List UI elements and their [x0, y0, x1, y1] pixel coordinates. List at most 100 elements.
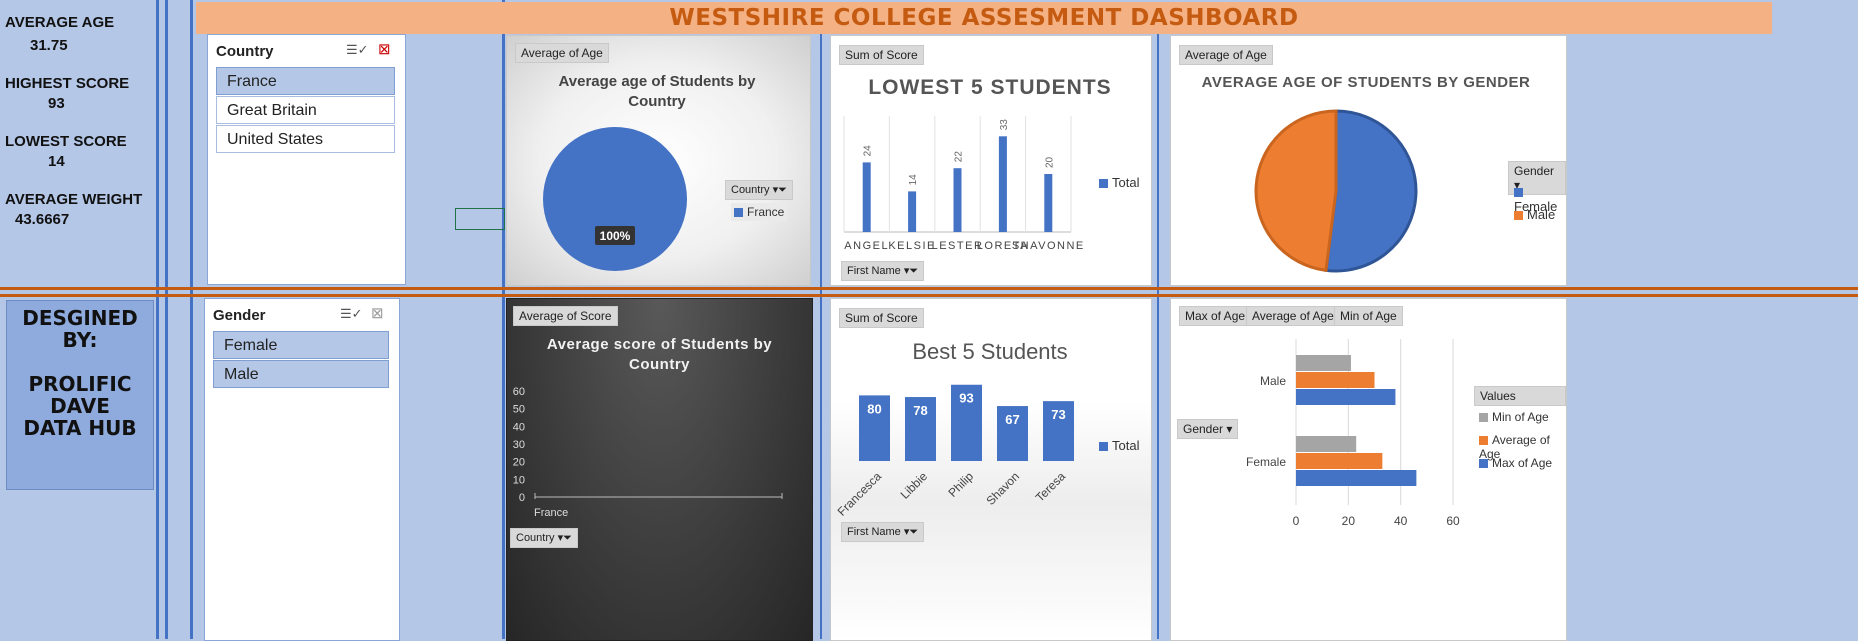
- pie-slice-female: [1324, 109, 1418, 273]
- x-tick-label: 40: [1394, 514, 1408, 528]
- legend-swatch: [1514, 211, 1523, 221]
- y-tick-label: Female: [1246, 455, 1286, 469]
- multi-select-icon[interactable]: ☰✓: [340, 306, 363, 321]
- filter-icon[interactable]: ▾⏷: [903, 526, 919, 538]
- title-banner: WESTSHIRE COLLEGE ASSESMENT DASHBOARD: [196, 2, 1772, 34]
- bar-kelsie: [908, 191, 917, 232]
- y-tick-label: 60: [513, 386, 525, 398]
- country-slicer[interactable]: Country ☰✓ ⊠ France Great Britain United…: [207, 34, 406, 285]
- multi-select-icon[interactable]: ☰✓: [346, 42, 369, 57]
- pivot-field-tag[interactable]: Average of Age: [1246, 306, 1340, 326]
- clear-filter-icon[interactable]: ⊠: [378, 41, 391, 58]
- legend-swatch: [1099, 179, 1108, 189]
- gender-slicer[interactable]: Gender ☰✓ ⊠ Female Male: [204, 298, 400, 641]
- pie-plot: 100%: [543, 127, 687, 271]
- legend-swatch: [1514, 188, 1523, 198]
- pivot-field-tag[interactable]: Sum of Score: [839, 45, 924, 65]
- selected-cell[interactable]: [455, 208, 505, 230]
- slicer-item-male[interactable]: Male: [213, 360, 389, 388]
- axis-field-label: Gender: [1183, 422, 1224, 436]
- legend-title[interactable]: Values: [1474, 386, 1566, 406]
- designed-by-line: DATA HUB: [23, 416, 137, 440]
- designed-by-line: PROLIFIC: [28, 372, 132, 396]
- pivot-field-tag[interactable]: Min of Age: [1334, 306, 1403, 326]
- slicer-item-france[interactable]: France: [216, 67, 395, 95]
- legend-field-tag[interactable]: Country ▾⏷: [725, 180, 793, 200]
- data-label: 73: [1051, 407, 1065, 422]
- slicer-item-united-states[interactable]: United States: [216, 125, 395, 153]
- kpi-lowest-score-label: LOWEST SCORE: [5, 133, 127, 150]
- bar-max-of-age-male: [1296, 389, 1396, 405]
- y-tick-label: 10: [513, 474, 525, 486]
- legend-item: Max of Age: [1479, 456, 1552, 470]
- axis-field-tag[interactable]: Country ▾⏷: [510, 528, 578, 548]
- axis-field-tag[interactable]: First Name ▾⏷: [841, 522, 925, 542]
- filter-icon[interactable]: ▾⏷: [557, 532, 572, 544]
- y-tick-label: Male: [1260, 374, 1286, 388]
- chart-age-by-country[interactable]: Average of Age Average age of Students b…: [506, 35, 811, 286]
- legend-label: Male: [1527, 207, 1556, 222]
- clear-filter-icon[interactable]: ⊠: [371, 305, 384, 322]
- chart-best-5-students[interactable]: Sum of Score Best 5 Students 80 Francesca…: [830, 298, 1152, 641]
- slicer-item-great-britain[interactable]: Great Britain: [216, 96, 395, 124]
- chart-title: Best 5 Students: [912, 339, 1068, 364]
- pie-slice-france: [543, 127, 687, 271]
- data-label: 14: [908, 174, 919, 186]
- chart-score-by-country[interactable]: Average of Score Average score of Studen…: [506, 298, 813, 641]
- bar-angel: [862, 162, 871, 232]
- legend-label: Total: [1112, 438, 1140, 453]
- divider: [165, 0, 168, 639]
- filter-icon[interactable]: ▾⏷: [903, 265, 919, 277]
- legend-label: Total: [1112, 175, 1140, 190]
- pivot-field-tag[interactable]: Average of Age: [1179, 45, 1273, 65]
- divider: [502, 0, 505, 639]
- designed-by-spacer: [7, 351, 153, 373]
- divider: [190, 0, 193, 639]
- pivot-field-tag[interactable]: Sum of Score: [839, 308, 924, 328]
- legend-item: Min of Age: [1479, 410, 1549, 424]
- legend-item: Female: [1514, 184, 1566, 214]
- legend-label: Min of Age: [1492, 410, 1549, 424]
- data-label: 33: [999, 119, 1010, 131]
- legend-swatch: [734, 208, 743, 218]
- y-tick-label: 40: [513, 421, 525, 433]
- tick-label: Shavon: [983, 469, 1022, 508]
- data-label: 22: [954, 151, 965, 163]
- chevron-down-icon[interactable]: ▾: [1226, 422, 1233, 436]
- chart-lowest-5-students[interactable]: Sum of Score LOWEST 5 STUDENTS 24 ANGEL 14…: [830, 35, 1152, 286]
- legend-item: Average of Age: [1479, 433, 1566, 461]
- divider: [0, 287, 1858, 290]
- axis-field-tag[interactable]: Gender ▾: [1177, 419, 1239, 439]
- chevron-down-icon[interactable]: ▾: [1514, 178, 1521, 192]
- pivot-field-tag[interactable]: Average of Score: [513, 306, 618, 326]
- tick-label: Francesca: [835, 469, 885, 519]
- bar-francesca: [859, 395, 890, 461]
- kpi-highest-score-value: 93: [48, 95, 65, 112]
- axis-field-tag[interactable]: First Name ▾⏷: [841, 261, 925, 281]
- data-label-box: [595, 226, 635, 245]
- data-label: 78: [913, 403, 927, 418]
- bar-teresa: [1043, 401, 1074, 461]
- designed-by-line: DESGINED: [22, 306, 138, 330]
- filter-icon[interactable]: ▾⏷: [772, 184, 787, 196]
- chart-age-by-gender[interactable]: Average of Age AVERAGE AGE OF STUDENTS B…: [1170, 35, 1567, 286]
- x-tick-label: 0: [1293, 514, 1300, 528]
- chart-age-stats-by-gender[interactable]: Max of Age Average of Age Min of Age 0 20…: [1170, 298, 1567, 641]
- kpi-average-weight-value: 43.6667: [15, 211, 70, 228]
- tick-label: Libbie: [898, 469, 931, 502]
- legend-item: France: [731, 203, 788, 221]
- tick-label: LORETA: [977, 240, 1029, 252]
- axis-field-label: Country: [516, 532, 555, 544]
- data-label: 24: [863, 145, 874, 157]
- legend-label: Max of Age: [1492, 456, 1553, 470]
- pie-slice-male: [1254, 109, 1338, 273]
- pivot-field-tag[interactable]: Average of Age: [515, 43, 609, 63]
- kpi-highest-score-label: HIGHEST SCORE: [5, 75, 130, 92]
- bar-loreta: [998, 136, 1007, 232]
- legend-field-label: Gender: [1514, 164, 1555, 178]
- legend-label: Average of Age: [1479, 433, 1550, 461]
- designed-by-line: DAVE: [50, 394, 110, 418]
- slicer-item-female[interactable]: Female: [213, 331, 389, 359]
- bar-plot: 24 ANGEL 14 KELSIE 22 LESTER 33 LORETA 20 SHAVONN…: [843, 116, 1083, 252]
- pivot-field-tag[interactable]: Max of Age: [1179, 306, 1252, 326]
